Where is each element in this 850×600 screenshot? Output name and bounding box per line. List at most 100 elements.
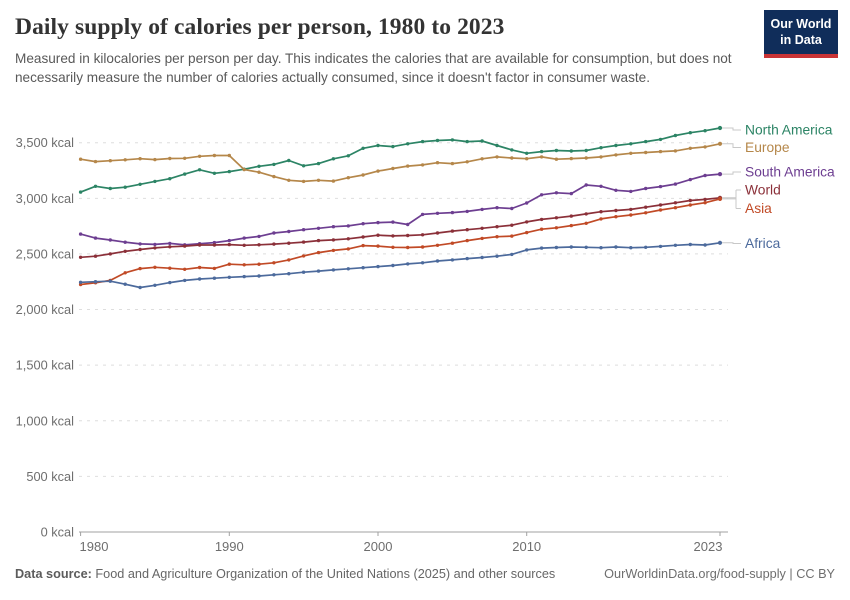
legend-label-africa[interactable]: Africa [745, 236, 781, 251]
data-point [554, 191, 559, 195]
data-point [658, 244, 663, 249]
data-point [480, 139, 484, 143]
data-point [584, 148, 588, 153]
data-point [554, 148, 559, 153]
data-point [361, 173, 365, 177]
data-point [614, 188, 618, 192]
owid-logo[interactable]: Our World in Data [764, 10, 838, 58]
data-point [525, 157, 529, 161]
legend-connector [722, 171, 741, 175]
data-point [287, 272, 291, 276]
data-point [406, 142, 410, 146]
data-point [644, 150, 648, 155]
data-point [465, 256, 469, 261]
data-point [480, 207, 484, 212]
data-point [93, 159, 98, 164]
legend-label-north-america[interactable]: North America [745, 123, 833, 138]
data-point [168, 156, 172, 161]
data-point [391, 263, 395, 268]
data-point [212, 153, 217, 158]
chart-subtitle: Measured in kilocalories per person per … [15, 51, 732, 86]
data-point [629, 213, 633, 217]
legend-connector [722, 127, 741, 131]
gridlines: 0 kcal 500 kcal 1,000 kcal 1,500 kcal 2,000 … [16, 135, 728, 540]
data-point [391, 220, 395, 224]
data-point [108, 159, 113, 163]
data-point [435, 161, 440, 165]
legend-label-asia[interactable]: Asia [745, 201, 772, 216]
data-point [644, 245, 648, 249]
data-point [480, 255, 484, 260]
data-point [361, 222, 365, 226]
data-point [688, 146, 692, 150]
data-point [153, 179, 157, 184]
data-point [197, 265, 202, 270]
series-south-america [78, 172, 723, 247]
data-point [539, 217, 544, 222]
legend-label-south-america[interactable]: South America [745, 165, 835, 180]
y-axis-label: 3,000 kcal [16, 191, 74, 206]
data-point [108, 238, 113, 242]
data-point [287, 258, 291, 262]
data-point [599, 146, 603, 150]
y-axis-label: 1,000 kcal [16, 413, 74, 428]
data-point [316, 226, 321, 230]
data-point [658, 184, 663, 189]
data-point [420, 245, 425, 249]
legend-label-europe[interactable]: Europe [745, 140, 790, 155]
data-point [197, 243, 202, 247]
data-point [717, 125, 723, 131]
series-line-north-america [79, 127, 721, 193]
data-point [614, 215, 618, 219]
data-point [465, 209, 469, 214]
data-point [212, 240, 217, 245]
data-point [406, 164, 410, 168]
series-north-america [78, 125, 723, 194]
data-point [376, 244, 380, 248]
data-point [703, 145, 707, 149]
data-point [227, 242, 231, 247]
x-axis-label: 2023 [694, 539, 723, 554]
data-point [316, 269, 321, 273]
data-point [168, 266, 172, 270]
data-point [495, 143, 499, 148]
data-point [510, 223, 514, 227]
data-point [525, 248, 529, 252]
data-point [78, 190, 83, 194]
data-point [301, 164, 306, 168]
legend-connector [722, 143, 741, 148]
data-point [658, 208, 663, 212]
data-point [525, 230, 529, 235]
data-point [153, 246, 157, 250]
data-point [510, 206, 514, 211]
data-point [569, 156, 573, 161]
data-point [153, 283, 157, 287]
data-point [465, 228, 469, 232]
data-point [257, 274, 261, 278]
data-point [658, 149, 663, 154]
data-point [539, 149, 544, 154]
data-point [138, 285, 142, 290]
data-point [510, 234, 514, 238]
x-axis-label: 2010 [512, 539, 541, 554]
footer-link[interactable]: OurWorldinData.org/food-supply | CC BY [604, 567, 835, 581]
data-point [525, 151, 529, 155]
data-point [316, 161, 321, 166]
data-point [183, 172, 187, 176]
data-point [435, 243, 440, 247]
data-point [406, 245, 410, 250]
data-point [554, 226, 559, 230]
data-point [450, 161, 455, 166]
data-point [584, 183, 588, 187]
data-point [168, 177, 172, 181]
series-line-europe [79, 142, 721, 183]
y-axis-label: 2,500 kcal [16, 246, 74, 261]
data-point [435, 211, 440, 215]
data-point [93, 184, 98, 188]
legend-label-world[interactable]: World [745, 183, 781, 198]
data-point [510, 156, 514, 160]
data-point [301, 270, 306, 274]
data-point [331, 157, 336, 161]
data-point [301, 254, 306, 258]
data-point [673, 201, 678, 205]
